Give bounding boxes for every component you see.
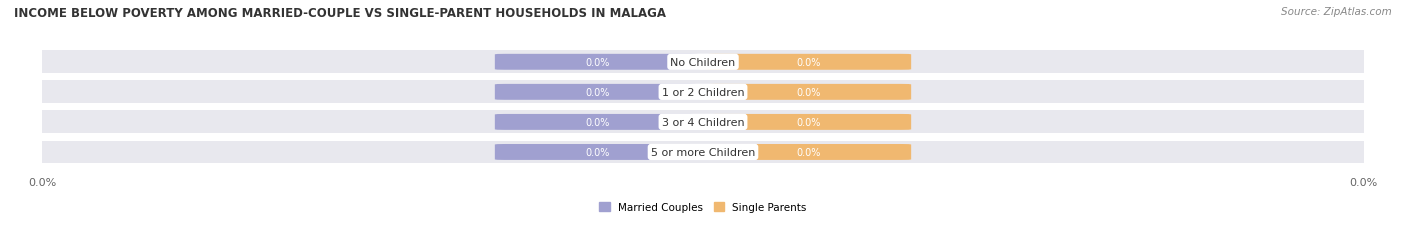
FancyBboxPatch shape	[495, 114, 700, 130]
Text: Source: ZipAtlas.com: Source: ZipAtlas.com	[1281, 7, 1392, 17]
FancyBboxPatch shape	[706, 114, 911, 130]
Text: 0.0%: 0.0%	[585, 58, 609, 67]
FancyBboxPatch shape	[706, 144, 911, 160]
Text: 0.0%: 0.0%	[585, 147, 609, 157]
Legend: Married Couples, Single Parents: Married Couples, Single Parents	[599, 202, 807, 212]
Text: 0.0%: 0.0%	[797, 117, 821, 127]
Text: 0.0%: 0.0%	[797, 88, 821, 97]
FancyBboxPatch shape	[42, 141, 1364, 164]
Text: 3 or 4 Children: 3 or 4 Children	[662, 117, 744, 127]
Text: 1 or 2 Children: 1 or 2 Children	[662, 88, 744, 97]
FancyBboxPatch shape	[706, 55, 911, 70]
Text: No Children: No Children	[671, 58, 735, 67]
Text: 5 or more Children: 5 or more Children	[651, 147, 755, 157]
Text: 0.0%: 0.0%	[585, 117, 609, 127]
FancyBboxPatch shape	[495, 144, 700, 160]
Text: 0.0%: 0.0%	[585, 88, 609, 97]
FancyBboxPatch shape	[495, 55, 700, 70]
FancyBboxPatch shape	[42, 81, 1364, 104]
Text: INCOME BELOW POVERTY AMONG MARRIED-COUPLE VS SINGLE-PARENT HOUSEHOLDS IN MALAGA: INCOME BELOW POVERTY AMONG MARRIED-COUPL…	[14, 7, 666, 20]
FancyBboxPatch shape	[42, 111, 1364, 134]
FancyBboxPatch shape	[706, 85, 911, 100]
FancyBboxPatch shape	[42, 51, 1364, 74]
Text: 0.0%: 0.0%	[797, 58, 821, 67]
Text: 0.0%: 0.0%	[797, 147, 821, 157]
FancyBboxPatch shape	[495, 85, 700, 100]
